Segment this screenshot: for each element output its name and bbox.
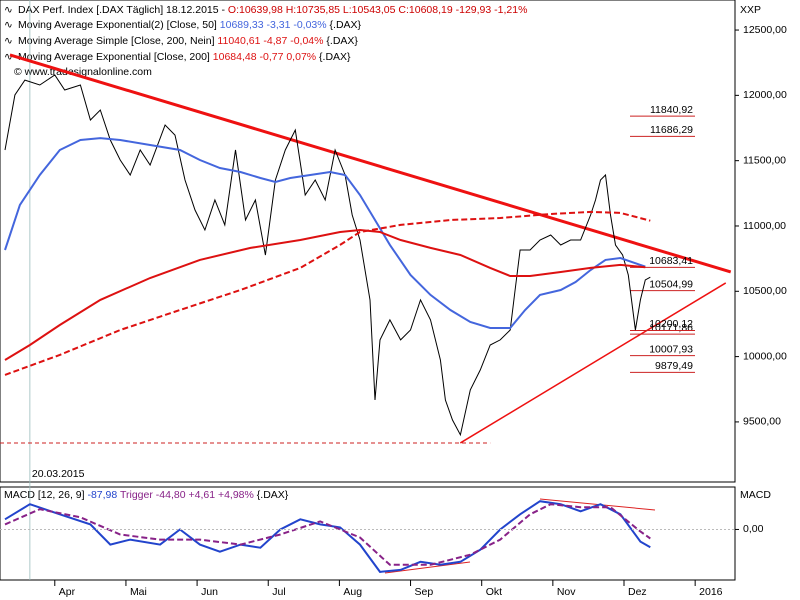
x-tick-label: Dez <box>628 586 647 598</box>
x-tick-label: Okt <box>486 586 502 598</box>
divergence-line <box>384 561 471 574</box>
macd-title: MACD [12, 26, 9] <box>4 489 85 501</box>
level-label: 10200,12 <box>649 318 693 330</box>
macd-panel <box>0 486 736 581</box>
legend-name: Moving Average Simple [Close, 200, Nein] <box>18 35 215 47</box>
level-label: 10504,99 <box>649 278 693 290</box>
level-label: 9879,49 <box>655 360 693 372</box>
y-tick-label: 0,00 <box>743 523 764 535</box>
trendline <box>9 53 732 274</box>
axis-label: XXP <box>740 4 761 16</box>
legend-suffix: {.DAX} <box>330 19 362 31</box>
level-label: 10683,41 <box>649 255 693 267</box>
series-line <box>4 210 651 376</box>
legend-icon: ∿ <box>4 19 13 31</box>
cursor-label: 20.03.2015 <box>32 468 85 480</box>
y-tick-label: 12500,00 <box>743 24 787 36</box>
main-panel <box>0 0 736 483</box>
series-line <box>4 228 646 361</box>
legend-value: 10689,33 -3,31 -0,03% <box>220 19 327 31</box>
trendline <box>459 282 727 444</box>
series-line <box>4 74 651 437</box>
y-tick-label: 10500,00 <box>743 285 787 297</box>
level-label: 11840,92 <box>650 104 693 116</box>
legend-name: Moving Average Exponential [Close, 200] <box>18 51 210 63</box>
watermark: © www.tradesignalonline.com <box>14 66 152 78</box>
x-tick-label: Mai <box>130 586 147 598</box>
x-tick-label: Aug <box>343 586 362 598</box>
x-tick-label: Jul <box>272 586 285 598</box>
title: DAX Perf. Index [.DAX Täglich] 18.12.201… <box>18 4 527 16</box>
legend-suffix: {.DAX} <box>257 489 289 501</box>
y-tick-label: 11000,00 <box>743 220 786 232</box>
x-tick-label: Jun <box>201 586 218 598</box>
legend: DAX Perf. Index [.DAX Täglich] 18.12.201… <box>4 4 527 501</box>
legend-icon: ∿ <box>4 35 13 47</box>
y-tick-label: 9500,00 <box>743 416 781 428</box>
x-tick-label: Sep <box>415 586 434 598</box>
x-tick-label: Nov <box>557 586 576 598</box>
y-tick-label: 11500,00 <box>743 154 786 166</box>
legend-value: 10684,48 -0,77 0,07% <box>213 51 316 63</box>
title-text: DAX Perf. Index [.DAX Täglich] 18.12.201… <box>18 4 228 16</box>
y-tick-label: 12000,00 <box>743 89 787 101</box>
legend-suffix: {.DAX} <box>319 51 351 63</box>
legend-icon: ∿ <box>4 4 13 16</box>
legend-name: Trigger <box>120 489 153 501</box>
y-tick-label: 10000,00 <box>743 350 787 362</box>
level-label: 10007,93 <box>649 343 693 355</box>
legend-value: -44,80 +4,61 +4,98% <box>156 489 254 501</box>
axis-label: MACD <box>740 489 771 501</box>
legend-suffix: {.DAX} <box>326 35 358 47</box>
title-values: O:10639,98 H:10735,85 L:10543,05 C:10608… <box>228 4 528 16</box>
series-line <box>4 500 651 573</box>
x-tick-label: 2016 <box>699 586 723 598</box>
legend-entry: Moving Average Exponential(2) [Close, 50… <box>18 19 362 31</box>
series-line <box>4 137 646 329</box>
legend-entry: Moving Average Exponential [Close, 200] … <box>18 51 351 63</box>
macd-legend: MACD [12, 26, 9] -87,98 Trigger -44,80 +… <box>4 489 289 501</box>
legend-value: 11040,61 -4,87 -0,04% <box>217 35 323 47</box>
x-tick-label: Apr <box>59 586 76 598</box>
series-line <box>4 503 651 566</box>
level-label: 11686,29 <box>650 124 693 136</box>
legend-icon: ∿ <box>4 51 13 63</box>
legend-entry: Moving Average Simple [Close, 200, Nein]… <box>18 35 358 47</box>
legend-value: -87,98 <box>87 489 117 501</box>
legend-name: Moving Average Exponential(2) [Close, 50… <box>18 19 217 31</box>
